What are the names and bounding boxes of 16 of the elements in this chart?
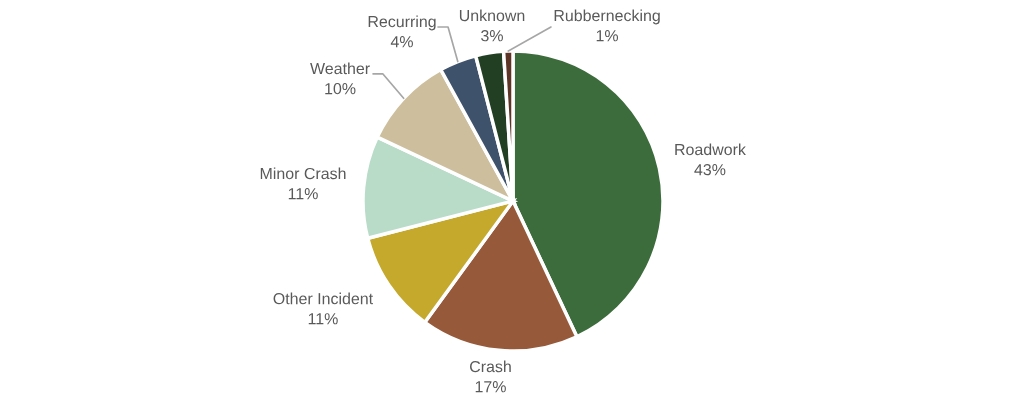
data-label: 11% (288, 188, 318, 200)
data-label: 3% (481, 30, 503, 42)
slice-label: Unknown (459, 9, 525, 22)
slice-label: Roadwork (675, 143, 746, 156)
slice-label: Minor Crash (260, 167, 346, 180)
slice-label: Other Incident (273, 292, 373, 305)
data-label: 4% (390, 36, 413, 48)
slice-label: Rubbernecking (554, 9, 660, 25)
data-label: 43% (694, 163, 726, 176)
data-label: 1% (596, 30, 619, 42)
slice-label: Crash (470, 360, 511, 373)
slice-label: Recurring (368, 15, 436, 31)
data-label: 17% (475, 381, 506, 393)
data-label: 11% (308, 313, 338, 325)
data-label: 10% (325, 82, 356, 95)
slice-label: Weather (310, 62, 370, 75)
